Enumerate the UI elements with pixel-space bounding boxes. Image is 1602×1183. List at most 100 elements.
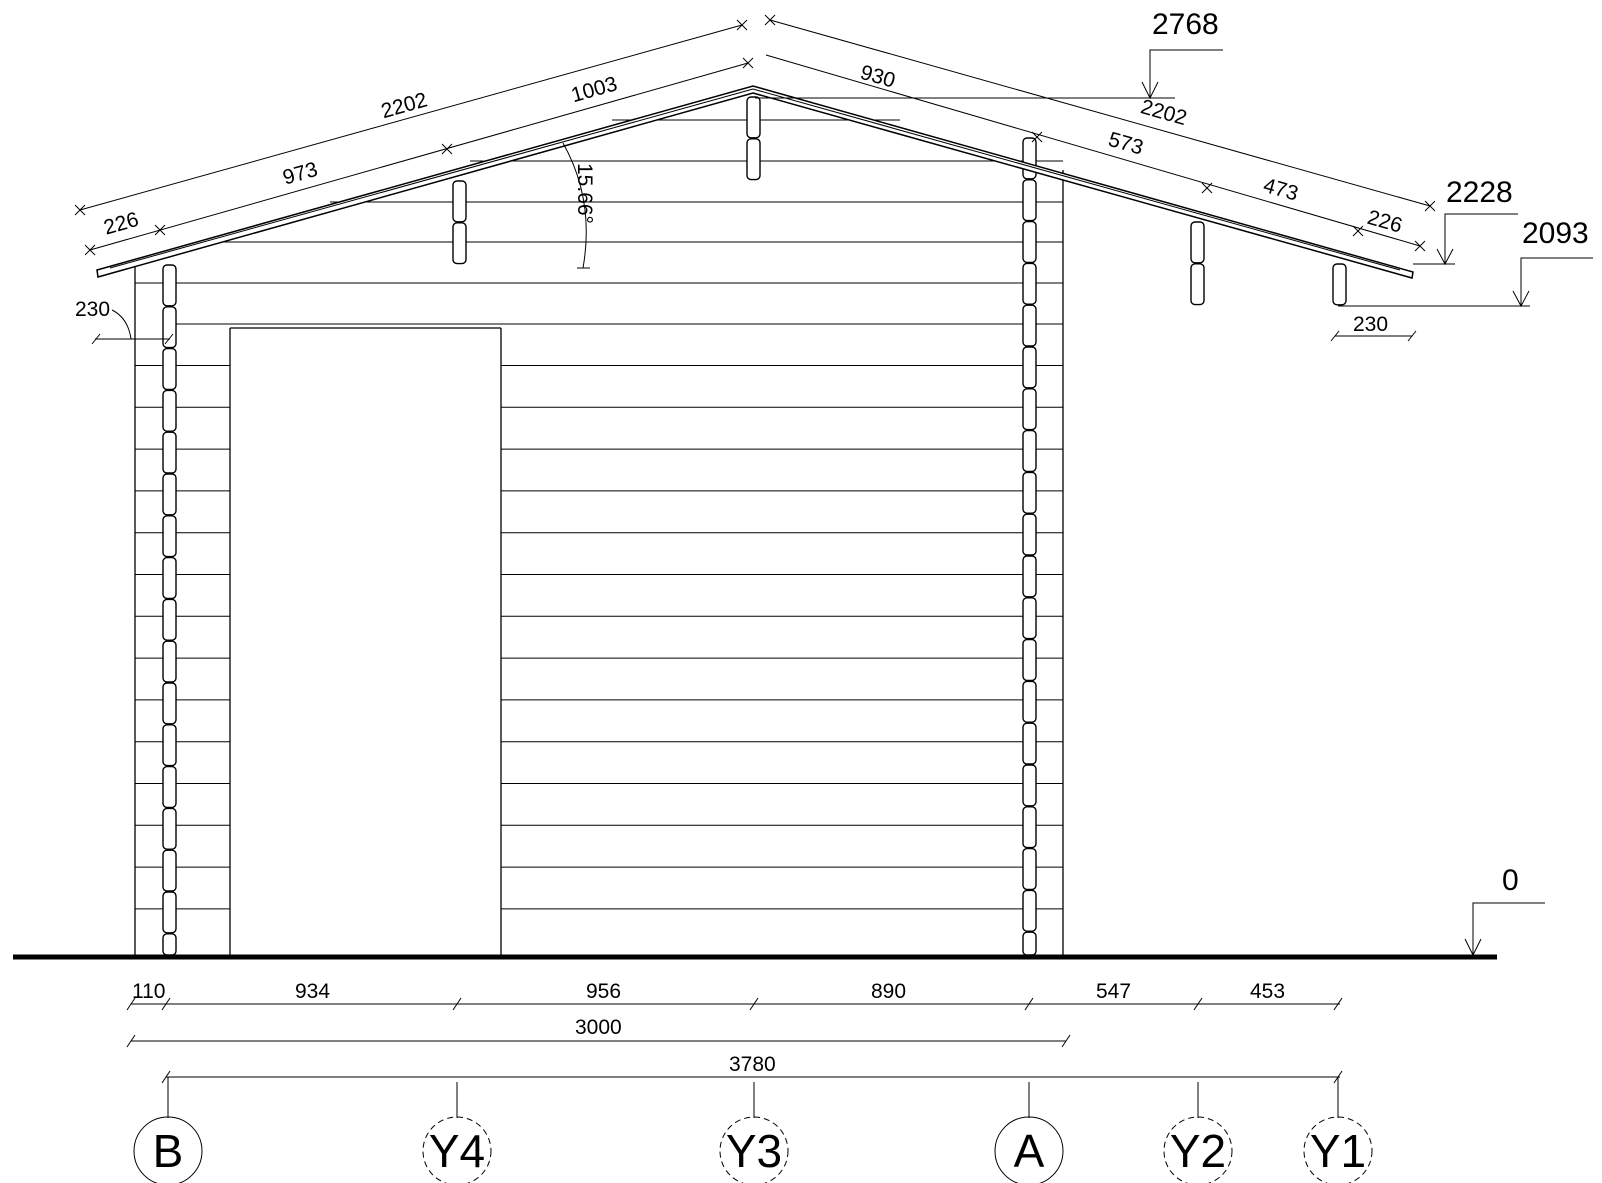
overhang-left: 230 bbox=[75, 298, 110, 321]
axis-label-y1: Y1 bbox=[1310, 1125, 1366, 1177]
log-segment bbox=[1022, 597, 1037, 640]
log-segment bbox=[1022, 806, 1037, 849]
log-segment bbox=[1190, 221, 1205, 264]
axis-marker-b: B bbox=[133, 1116, 203, 1183]
log-segment bbox=[162, 473, 177, 516]
log-segment bbox=[746, 138, 761, 181]
axis-marker-a: A bbox=[994, 1116, 1064, 1183]
dimension-tick bbox=[161, 997, 171, 1011]
axis-label-b: B bbox=[153, 1125, 184, 1177]
level-markers bbox=[755, 49, 1593, 957]
level-ridge: 2768 bbox=[1152, 8, 1219, 41]
wall-planks bbox=[135, 119, 1063, 910]
right-slope-seg-4: 226 bbox=[1365, 206, 1405, 238]
axis-label-y3: Y3 bbox=[726, 1125, 782, 1177]
dimension-tick bbox=[1024, 997, 1034, 1011]
log-segment bbox=[162, 264, 177, 307]
dimension-tick bbox=[742, 57, 754, 69]
log-segment bbox=[162, 807, 177, 850]
dimension-tick bbox=[736, 19, 748, 31]
left-slope-seg-1: 226 bbox=[101, 208, 141, 240]
log-segment bbox=[1022, 722, 1037, 765]
dimension-tick bbox=[441, 143, 453, 155]
log-segment bbox=[162, 933, 177, 956]
left-slope-total: 2202 bbox=[379, 88, 430, 123]
dim-110: 110 bbox=[132, 980, 165, 1003]
dimension-tick bbox=[161, 1070, 171, 1084]
dimension-tick bbox=[1333, 997, 1343, 1011]
log-segment bbox=[162, 515, 177, 558]
log-segment bbox=[162, 849, 177, 892]
log-segment bbox=[162, 431, 177, 474]
dimension-tick bbox=[764, 14, 776, 26]
right-slope-seg-1: 930 bbox=[858, 61, 898, 93]
dimension-tick bbox=[1352, 225, 1364, 237]
log-segment bbox=[162, 556, 177, 600]
log-segment bbox=[1022, 680, 1037, 723]
bottom-dimensions bbox=[126, 997, 1343, 1084]
log-segment bbox=[1022, 179, 1037, 222]
log-segment bbox=[1022, 388, 1037, 431]
log-segment bbox=[1022, 764, 1037, 807]
log-segment bbox=[162, 724, 177, 767]
log-segment bbox=[162, 598, 177, 641]
axis-label-a: A bbox=[1014, 1125, 1045, 1177]
log-segment bbox=[1022, 262, 1037, 305]
dimension-tick bbox=[749, 997, 759, 1011]
log-segment bbox=[162, 389, 177, 432]
log-segment bbox=[162, 765, 177, 809]
dim-3000: 3000 bbox=[575, 1016, 622, 1039]
overhang-right-dim bbox=[1330, 330, 1417, 342]
overhang-left-dim bbox=[91, 309, 174, 345]
dimension-tick bbox=[154, 224, 166, 236]
dimension-tick bbox=[452, 997, 462, 1011]
dimension-tick bbox=[84, 244, 96, 256]
dim-3780: 3780 bbox=[729, 1053, 776, 1076]
level-eave-top: 2228 bbox=[1446, 176, 1513, 209]
log-segment bbox=[1022, 513, 1037, 556]
dim-934: 934 bbox=[295, 980, 330, 1003]
left-slope-seg-2: 973 bbox=[280, 158, 320, 190]
dimension-tick bbox=[1424, 200, 1436, 212]
axis-marker-y1: Y1 bbox=[1303, 1116, 1373, 1183]
log-segment bbox=[1022, 220, 1037, 264]
log-segment bbox=[162, 682, 177, 725]
roof-angle: 15.66° bbox=[573, 163, 596, 224]
log-segment bbox=[1022, 304, 1037, 347]
dimension-tick bbox=[126, 997, 136, 1011]
log-segment bbox=[162, 347, 177, 391]
dimension-tick bbox=[1193, 997, 1203, 1011]
log-segment bbox=[1332, 263, 1347, 306]
log-segment bbox=[452, 222, 467, 265]
log-segment bbox=[1022, 555, 1037, 598]
log-segment bbox=[1022, 429, 1037, 473]
wall-outline bbox=[134, 170, 1064, 955]
log-columns bbox=[162, 96, 1347, 956]
dim-890: 890 bbox=[871, 980, 906, 1003]
log-segment bbox=[1022, 137, 1037, 180]
log-segment bbox=[162, 306, 177, 349]
log-segment bbox=[162, 640, 177, 683]
log-segment bbox=[1022, 847, 1037, 891]
dimension-tick bbox=[126, 1034, 136, 1048]
log-segment bbox=[452, 180, 467, 223]
axis-label-y2: Y2 bbox=[1170, 1125, 1226, 1177]
axis-marker-y3: Y3 bbox=[719, 1116, 789, 1183]
log-segment bbox=[1022, 889, 1037, 932]
log-segment bbox=[162, 891, 177, 934]
level-ground: 0 bbox=[1502, 864, 1519, 897]
dim-547: 547 bbox=[1096, 980, 1131, 1003]
axis-marker-y2: Y2 bbox=[1163, 1116, 1233, 1183]
log-segment bbox=[1022, 931, 1037, 956]
log-segment bbox=[746, 96, 761, 139]
right-slope-seg-2: 573 bbox=[1106, 128, 1146, 160]
overhang-right: 230 bbox=[1353, 313, 1388, 336]
axis-label-y4: Y4 bbox=[429, 1125, 485, 1177]
log-segment bbox=[1190, 263, 1205, 306]
dimension-tick bbox=[74, 204, 86, 216]
log-segment bbox=[1022, 638, 1037, 682]
dim-956: 956 bbox=[586, 980, 621, 1003]
log-segment bbox=[1022, 471, 1037, 514]
roof bbox=[96, 85, 1414, 279]
